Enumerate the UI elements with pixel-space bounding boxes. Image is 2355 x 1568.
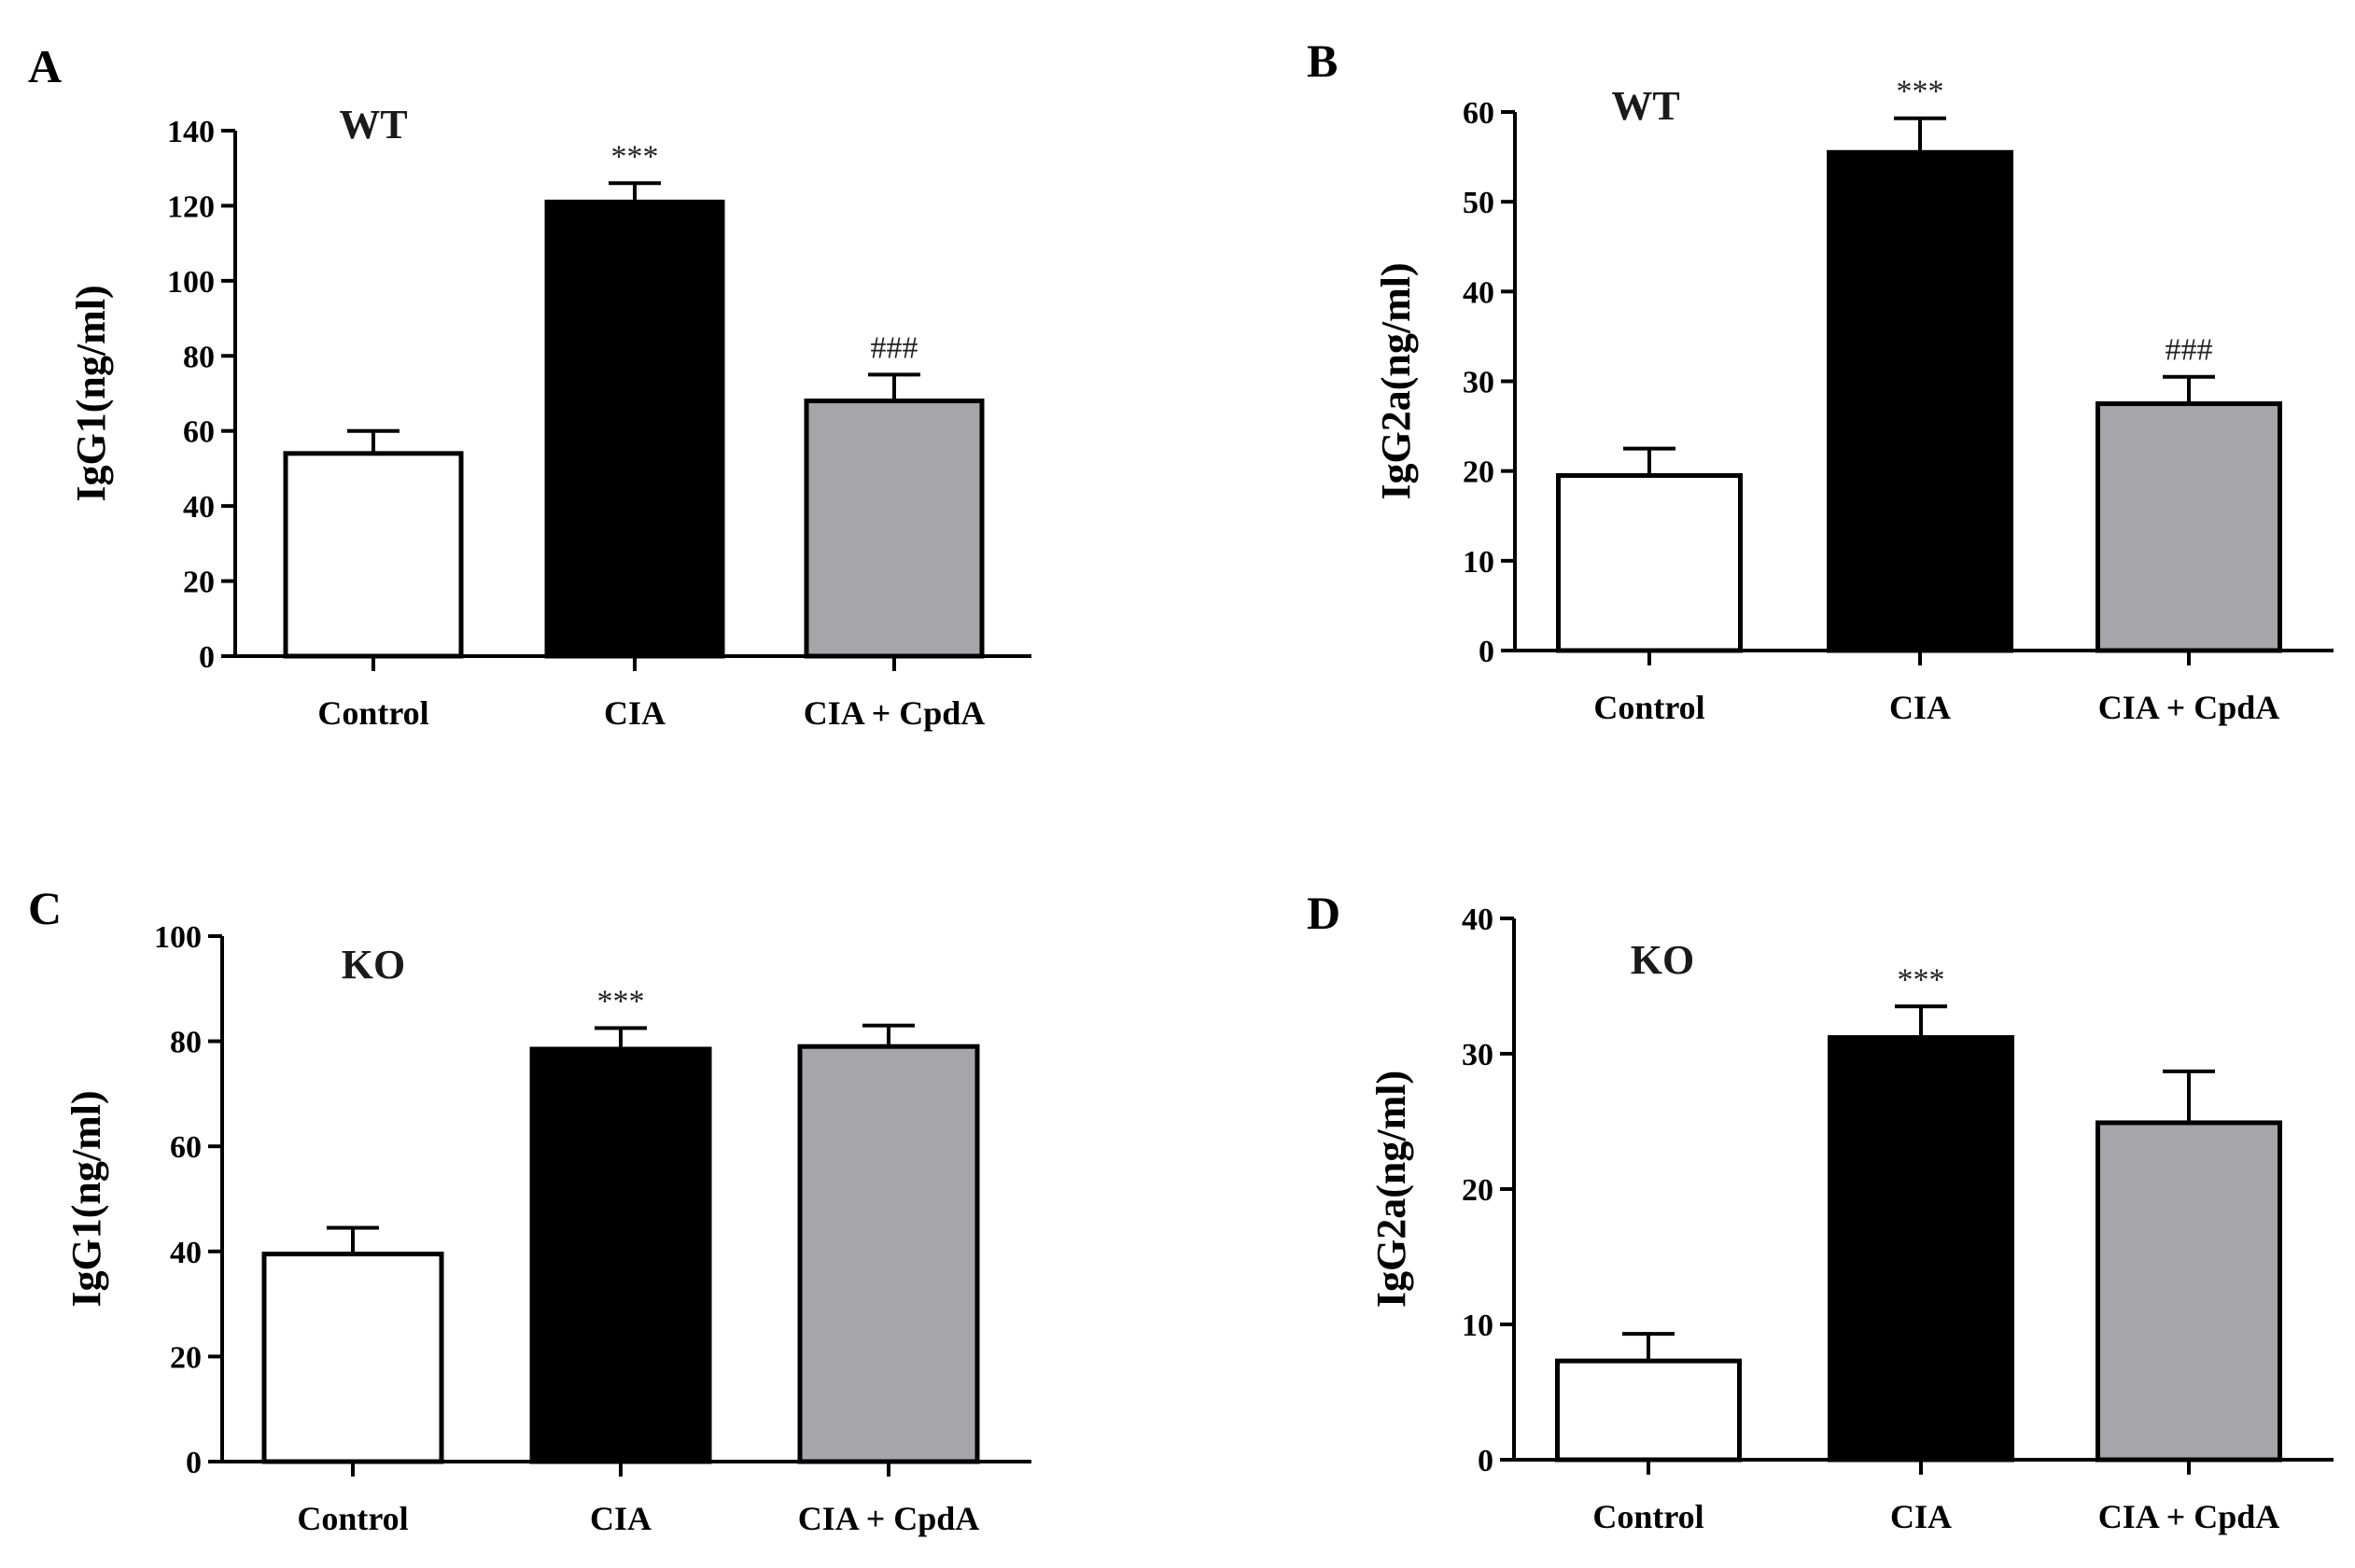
panel-b-y-axis-label: IgG2a(ng/ml) xyxy=(1373,262,1419,499)
panel-b-significance-cia: *** xyxy=(1897,75,1944,109)
panel-b-y-tick-label-60: 60 xyxy=(1463,96,1494,131)
panel-c-bar-cia-cpda xyxy=(797,1043,980,1464)
panel-b-genotype-label: WT xyxy=(1611,83,1679,129)
panel-d-letter: D xyxy=(1307,887,1340,939)
panel-b-y-tick-label-50: 50 xyxy=(1463,186,1494,220)
panel-d-y-tick-label-10: 10 xyxy=(1462,1309,1493,1343)
panel-b-bar-control xyxy=(1556,472,1743,653)
panel-b-category-label-cia-cpda: CIA + CpdA xyxy=(2098,689,2280,726)
panel-c-y-tick-label-100: 100 xyxy=(154,920,202,955)
panel-b-bar-cia xyxy=(1827,149,2013,653)
panel-a-y-tick-label-40: 40 xyxy=(183,490,215,525)
panel-a-significance-cia-cpda: ### xyxy=(871,330,918,365)
panel-c-y-tick-label-40: 40 xyxy=(170,1236,202,1270)
panel-d-category-label-cia-cpda: CIA + CpdA xyxy=(2098,1498,2280,1535)
panel-a-y-tick-label-100: 100 xyxy=(167,265,215,300)
panel-b-y-tick-label-20: 20 xyxy=(1463,455,1494,490)
panel-d-category-label-control: Control xyxy=(1592,1498,1703,1535)
panel-b: B WT IgG2a(ng/ml) 0 10 20 30 40 50 60 Control *** CI… xyxy=(1307,35,2334,726)
panel-c-category-label-cia: CIA xyxy=(590,1500,652,1537)
panel-a: A WT IgG1(ng/ml) 0 20 40 60 80 100 120 140 Control *… xyxy=(28,40,1031,732)
panel-d-bar-cia-cpda xyxy=(2096,1120,2282,1463)
panel-a-y-tick-label-120: 120 xyxy=(167,189,215,224)
panel-d-y-tick-label-20: 20 xyxy=(1462,1173,1493,1208)
panel-d-y-axis-label: IgG2a(ng/ml) xyxy=(1368,1071,1414,1308)
panel-d: D KO IgG2a(ng/ml) 0 10 20 30 40 Control *** CIA CIA… xyxy=(1307,887,2334,1535)
panel-c-letter: C xyxy=(28,882,62,934)
panel-c-y-tick-label-60: 60 xyxy=(170,1130,202,1165)
panel-a-letter: A xyxy=(28,40,62,92)
panel-d-y-tick-label-40: 40 xyxy=(1462,903,1493,937)
panel-a-bar-control xyxy=(283,451,464,659)
panel-c-bar-cia xyxy=(529,1046,712,1464)
panel-a-genotype-label: WT xyxy=(339,102,407,147)
panel-b-y-tick-label-30: 30 xyxy=(1463,366,1494,400)
panel-d-y-tick-label-30: 30 xyxy=(1462,1038,1493,1072)
panel-a-bar-cia-cpda xyxy=(804,399,985,659)
panel-a-y-tick-label-80: 80 xyxy=(183,340,215,374)
panel-d-category-label-cia: CIA xyxy=(1890,1498,1952,1535)
panel-b-category-label-cia: CIA xyxy=(1889,689,1951,726)
panel-a-y-tick-label-140: 140 xyxy=(167,115,215,149)
panel-d-significance-cia: *** xyxy=(1898,962,1945,997)
panel-b-y-tick-label-0: 0 xyxy=(1479,635,1494,669)
panel-d-y-tick-label-0: 0 xyxy=(1478,1444,1493,1478)
panel-c-y-tick-label-20: 20 xyxy=(170,1340,202,1375)
panel-b-y-tick-label-10: 10 xyxy=(1463,545,1494,580)
panel-a-category-label-cia-cpda: CIA + CpdA xyxy=(804,694,986,732)
panel-d-bar-cia xyxy=(1828,1035,2014,1463)
panel-a-category-label-control: Control xyxy=(317,694,428,732)
panel-a-bar-cia xyxy=(544,199,725,659)
panel-c-genotype-label: KO xyxy=(342,942,405,987)
panel-b-bar-cia-cpda xyxy=(2096,401,2282,653)
panel-c-category-label-control: Control xyxy=(297,1500,408,1537)
panel-a-significance-cia: *** xyxy=(611,139,659,174)
panel-a-y-axis-label: IgG1(ng/ml) xyxy=(68,285,114,501)
panel-c-y-tick-label-0: 0 xyxy=(186,1446,202,1480)
panel-d-genotype-label: KO xyxy=(1631,937,1694,983)
panel-a-y-tick-label-60: 60 xyxy=(183,415,215,450)
panel-c-y-axis-label: IgG1(ng/ml) xyxy=(63,1090,109,1307)
panel-c-category-label-cia-cpda: CIA + CpdA xyxy=(798,1500,980,1537)
panel-c: C KO IgG1(ng/ml) 0 20 40 60 80 100 Control *** CIA C… xyxy=(28,882,1031,1537)
panel-d-bar-control xyxy=(1555,1358,1742,1463)
panel-c-bar-control xyxy=(261,1252,444,1464)
panel-b-significance-cia-cpda: ### xyxy=(2166,333,2213,368)
panel-a-y-tick-label-20: 20 xyxy=(183,566,215,600)
panel-a-y-tick-label-0: 0 xyxy=(199,640,215,675)
panel-c-significance-cia: *** xyxy=(597,985,645,1019)
panel-b-letter: B xyxy=(1307,35,1338,87)
panel-b-category-label-control: Control xyxy=(1593,689,1704,726)
panel-a-category-label-cia: CIA xyxy=(604,694,666,732)
panel-b-y-tick-label-40: 40 xyxy=(1463,275,1494,310)
panel-c-y-tick-label-80: 80 xyxy=(170,1026,202,1060)
